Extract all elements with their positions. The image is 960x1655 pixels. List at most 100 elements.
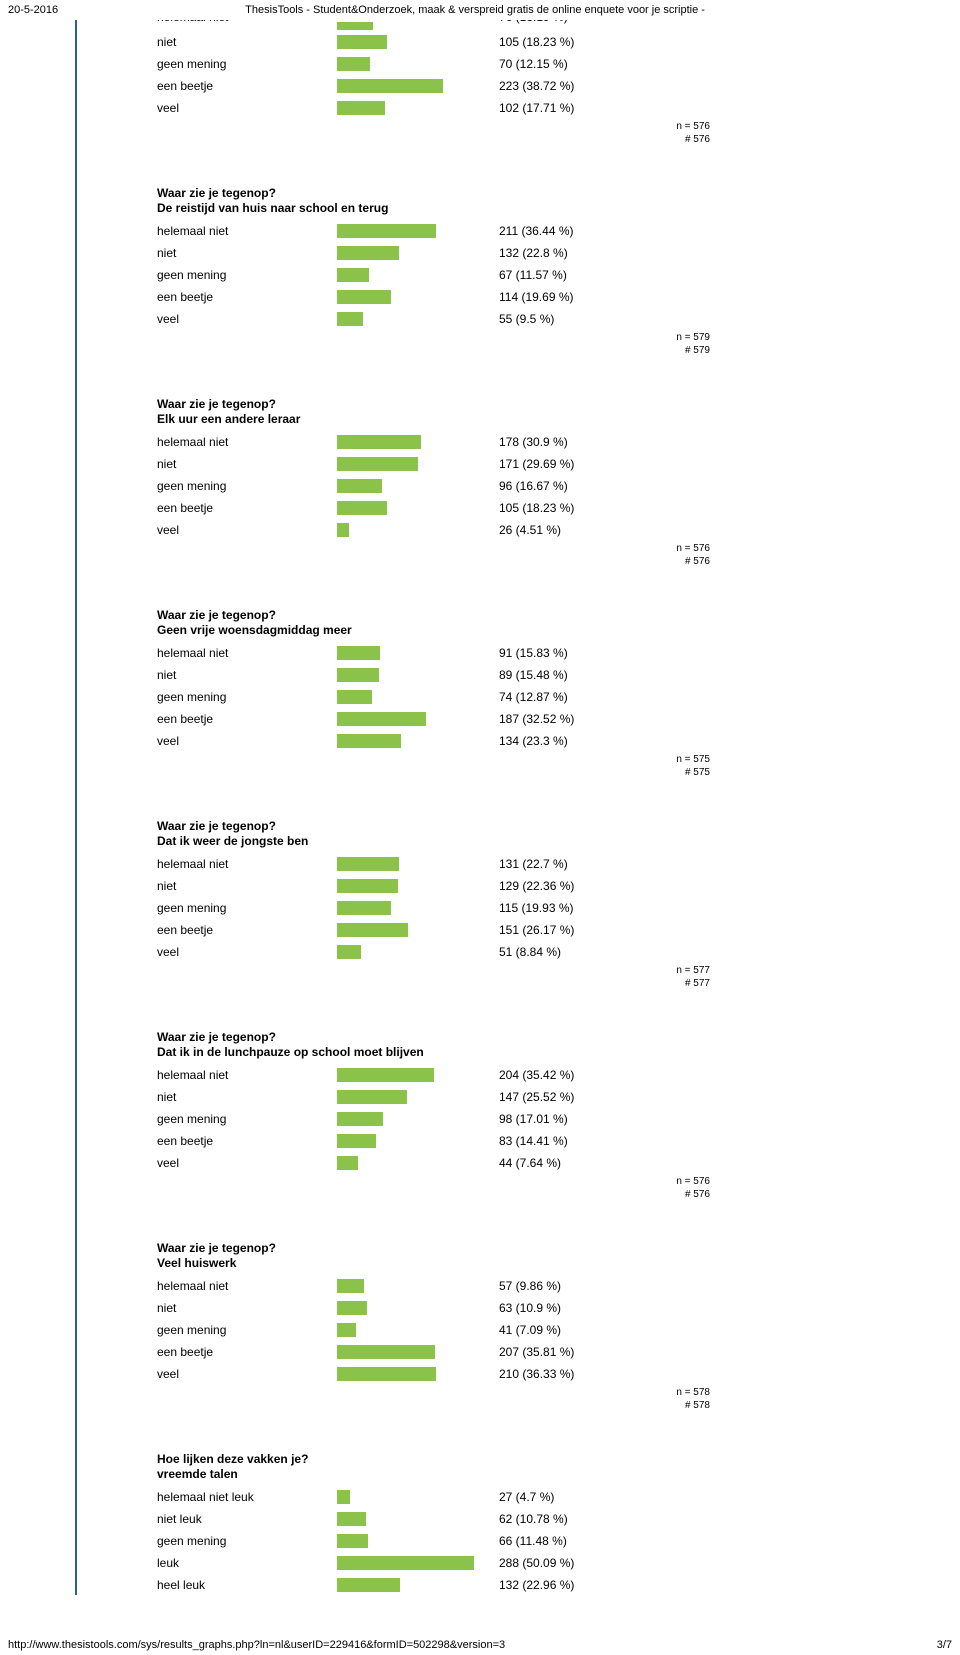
answer-value: 151 (26.17 %) [497, 923, 574, 937]
answer-row: geen mening115 (19.93 %) [157, 898, 940, 918]
answer-label: helemaal niet [157, 20, 337, 24]
bar-cell [337, 1301, 497, 1315]
answer-row: niet 132 (22.8 %) [157, 243, 940, 263]
answer-value: 89 (15.48 %) [497, 668, 568, 682]
question-block: Waar zie je tegenop?Elk uur een andere l… [157, 397, 940, 568]
bar-cell [337, 690, 497, 704]
answer-value: 210 (36.33 %) [497, 1367, 574, 1381]
answer-label: helemaal niet leuk [157, 1490, 337, 1504]
question-meta: n = 577# 577 [157, 964, 940, 990]
bar-cell [337, 901, 497, 915]
answer-value: 96 (16.67 %) [497, 479, 568, 493]
answer-label: niet [157, 246, 337, 260]
answer-value: 105 (18.23 %) [497, 35, 574, 49]
answer-label: geen mening [157, 1112, 337, 1126]
question-title: Waar zie je tegenop? [157, 186, 940, 200]
question-block: Waar zie je tegenop?Dat ik in de lunchpa… [157, 1030, 940, 1201]
question-meta: n = 579# 579 [157, 331, 940, 357]
answer-value: 102 (17.71 %) [497, 101, 574, 115]
answer-row: veel55 (9.5 %) [157, 309, 940, 329]
bar [337, 224, 436, 238]
answer-label: een beetje [157, 1345, 337, 1359]
bar-cell [337, 1323, 497, 1337]
bar-cell [337, 435, 497, 449]
answer-value: 204 (35.42 %) [497, 1068, 574, 1082]
bar-cell [337, 668, 497, 682]
answer-label: geen mening [157, 268, 337, 282]
answer-label: veel [157, 523, 337, 537]
answer-row: veel102 (17.71 %) [157, 98, 940, 118]
answer-label: helemaal niet [157, 1068, 337, 1082]
answer-label: niet [157, 1301, 337, 1315]
answer-value: 91 (15.83 %) [497, 646, 568, 660]
bar [337, 479, 382, 493]
partial-question-block: helemaal niet76 (13.19 %)niet105 (18.23 … [157, 20, 940, 146]
bar-cell [337, 857, 497, 871]
answer-label: niet [157, 879, 337, 893]
bar [337, 290, 391, 304]
answer-label: niet [157, 668, 337, 682]
question-meta: n = 576# 576 [157, 542, 940, 568]
answer-row: niet leuk62 (10.78 %) [157, 1509, 940, 1529]
answer-label: niet [157, 35, 337, 49]
answer-row: helemaal niet 178 (30.9 %) [157, 432, 940, 452]
answer-value: 288 (50.09 %) [497, 1556, 574, 1570]
answer-label: geen mening [157, 57, 337, 71]
answer-value: 55 (9.5 %) [497, 312, 554, 326]
answer-value: 115 (19.93 %) [497, 901, 574, 915]
header-date: 20-5-2016 [8, 4, 58, 16]
bar-cell [337, 523, 497, 537]
answer-label: helemaal niet [157, 224, 337, 238]
question-title: Waar zie je tegenop? [157, 608, 940, 622]
answer-value: 66 (11.48 %) [497, 1534, 567, 1548]
bar [337, 79, 443, 93]
footer-page: 3/7 [937, 1639, 952, 1651]
question-subtitle: Dat ik in de lunchpauze op school moet b… [157, 1045, 940, 1059]
answer-label: helemaal niet [157, 435, 337, 449]
bar-cell [337, 1090, 497, 1104]
bar-cell [337, 224, 497, 238]
bar [337, 1068, 434, 1082]
answer-row: geen mening96 (16.67 %) [157, 476, 940, 496]
bar-cell [337, 1279, 497, 1293]
answer-row: helemaal niet211 (36.44 %) [157, 221, 940, 241]
bar [337, 668, 379, 682]
bar-cell [337, 1156, 497, 1170]
bar [337, 1301, 367, 1315]
answer-label: een beetje [157, 290, 337, 304]
bar-cell [337, 945, 497, 959]
bar [337, 1367, 436, 1381]
answer-row: een beetje114 (19.69 %) [157, 287, 940, 307]
bar-cell [337, 35, 497, 49]
bar [337, 501, 387, 515]
answer-label: een beetje [157, 79, 337, 93]
answer-value: 132 (22.8 %) [497, 246, 568, 260]
bar-cell [337, 1112, 497, 1126]
page-header: 20-5-2016 ThesisTools - Student&Onderzoe… [0, 0, 960, 20]
bar-cell [337, 734, 497, 748]
answer-value: 171 (29.69 %) [497, 457, 574, 471]
answer-row: geen mening66 (11.48 %) [157, 1531, 940, 1551]
question-block: Waar zie je tegenop?Veel huiswerkhelemaa… [157, 1241, 940, 1412]
answer-value: 70 (12.15 %) [497, 57, 568, 71]
bar-cell [337, 646, 497, 660]
bar-cell [337, 1367, 497, 1381]
answer-value: 98 (17.01 %) [497, 1112, 568, 1126]
answer-value: 178 (30.9 %) [497, 435, 568, 449]
bar-cell [337, 246, 497, 260]
answer-label: een beetje [157, 1134, 337, 1148]
bar-cell [337, 1345, 497, 1359]
bar-cell [337, 268, 497, 282]
answer-value: 147 (25.52 %) [497, 1090, 574, 1104]
question-title: Waar zie je tegenop? [157, 397, 940, 411]
question-subtitle: vreemde talen [157, 1467, 940, 1481]
answer-row: geen mening67 (11.57 %) [157, 265, 940, 285]
bar [337, 457, 418, 471]
bar [337, 1534, 368, 1548]
answer-row: veel51 (8.84 %) [157, 942, 940, 962]
bar [337, 1556, 474, 1570]
answer-value: 187 (32.52 %) [497, 712, 574, 726]
footer-url: http://www.thesistools.com/sys/results_g… [8, 1639, 505, 1651]
bar [337, 1345, 435, 1359]
answer-label: leuk [157, 1556, 337, 1570]
